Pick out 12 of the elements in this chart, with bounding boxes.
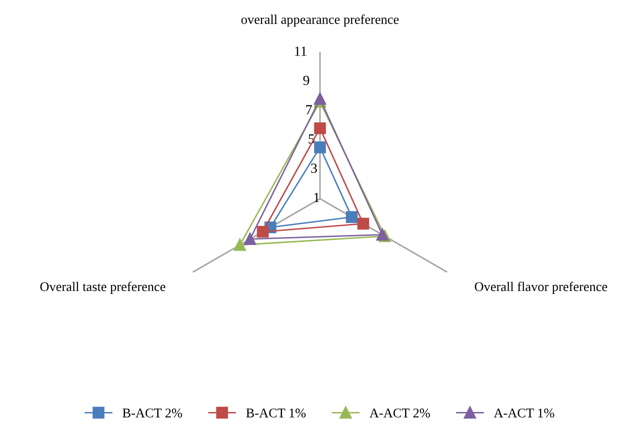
spoke-label: Overall flavor preference	[474, 282, 608, 294]
spoke-label: Overall taste preference	[40, 282, 166, 294]
spoke-label: overall appearance preference	[241, 14, 399, 27]
legend-label: B-ACT 1%	[246, 408, 306, 418]
y-tick-label: 7	[306, 105, 312, 114]
legend-label: A-ACT 2%	[370, 408, 430, 418]
y-tick-label: 9	[303, 76, 310, 86]
legend-label: B-ACT 2%	[122, 408, 182, 418]
y-tick-label: 3	[311, 164, 317, 173]
y-tick-label: 11	[295, 46, 306, 56]
y-tick-label: 1	[314, 192, 320, 202]
legend-label: A-ACT 1%	[494, 408, 554, 418]
